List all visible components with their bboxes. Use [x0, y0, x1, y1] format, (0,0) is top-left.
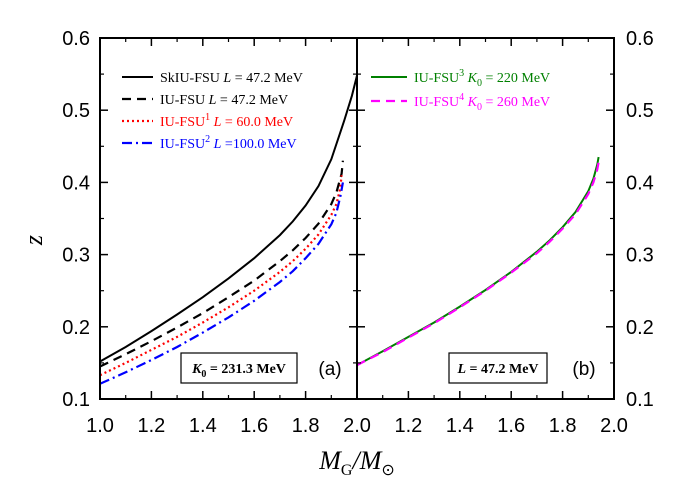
x-tick-label-panel-a: 1.2	[137, 415, 165, 437]
y-tick-label-right: 0.6	[626, 28, 654, 50]
panel-tag-a: (a)	[318, 359, 341, 380]
y-tick-label-left: 0.6	[62, 28, 90, 50]
y-tick-label-right: 0.2	[626, 317, 654, 339]
x-tick-label-panel-b: 1.8	[549, 415, 577, 437]
y-tick-label-right: 0.1	[626, 389, 654, 411]
x-tick-label-panel-b: 1.4	[446, 415, 474, 437]
legend-label: SkIU-FSU L = 47.2 MeV	[160, 71, 303, 86]
legend-label: IU-FSU3 K0 = 220 MeV	[414, 68, 550, 89]
x-tick-label-panel-a: 1.4	[189, 415, 217, 437]
series-line-a-2	[99, 175, 343, 377]
annotation-box-frame	[180, 352, 298, 384]
series-lines-layer	[99, 75, 600, 385]
annotation-box-frame	[448, 352, 548, 384]
series-line-a-1	[99, 160, 344, 368]
x-tick-label-panel-a: 2.0	[343, 415, 371, 437]
y-tick-label-left: 0.2	[62, 317, 90, 339]
legend-label: IU-FSU1 L = 60.0 MeV	[160, 112, 293, 130]
text-layer: 0.1 0.2 0.3 0.4 0.5 0.6 0.1 0.2 0.3 0.4 0.5 0.6 1.0 1…	[19, 28, 654, 479]
x-tick-label-panel-b: 1.2	[394, 415, 422, 437]
x-tick-label-panel-a: 1.0	[86, 415, 114, 437]
legend-label: IU-FSU L = 47.2 MeV	[160, 93, 288, 108]
y-tick-label-left: 0.3	[62, 245, 90, 267]
legend-label: IU-FSU2 L =100.0 MeV	[160, 134, 297, 152]
x-tick-label-panel-b: 1.6	[497, 415, 525, 437]
ticks-layer	[99, 37, 615, 400]
y-tick-label-right: 0.4	[626, 172, 654, 194]
legend-label: IU-FSU4 K0 = 260 MeV	[414, 92, 550, 113]
y-axis-title: z	[19, 235, 48, 246]
y-tick-label-left: 0.5	[62, 100, 90, 122]
y-tick-label-left: 0.1	[62, 389, 90, 411]
series-line-a-3	[99, 182, 344, 385]
series-line-a-0	[99, 75, 358, 363]
series-line-b-1	[356, 162, 600, 367]
x-tick-label-panel-a: 1.8	[292, 415, 320, 437]
x-axis-title: MG/M⊙	[318, 446, 395, 479]
series-line-b-0	[356, 156, 600, 366]
y-tick-label-left: 0.4	[62, 172, 90, 194]
panel-tag-b: (b)	[572, 359, 595, 380]
annotation-box-text: K0 = 231.3 MeV	[191, 362, 286, 380]
annotation-box-text: L = 47.2 MeV	[456, 362, 538, 377]
x-tick-label-panel-b: 2.0	[600, 415, 628, 437]
y-tick-label-right: 0.3	[626, 245, 654, 267]
x-tick-label-panel-a: 1.6	[240, 415, 268, 437]
y-tick-label-right: 0.5	[626, 100, 654, 122]
